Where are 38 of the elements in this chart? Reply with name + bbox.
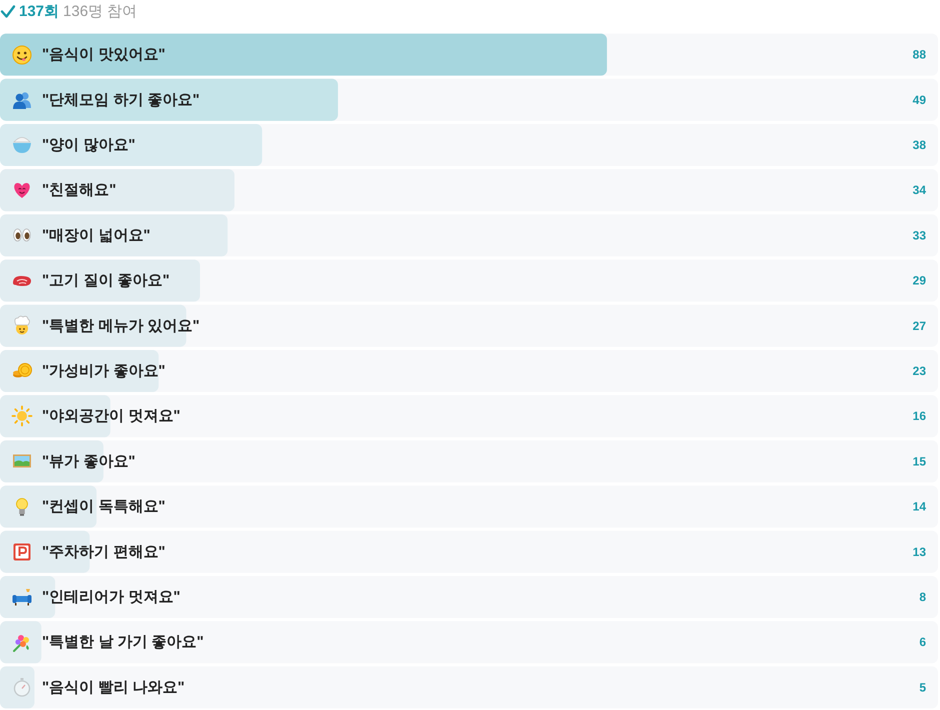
y-tick-label: "야외공간이 멋져요"	[42, 408, 180, 425]
data-label: 14	[912, 500, 926, 514]
y-tick-label: "가성비가 좋아요"	[42, 362, 166, 380]
bar	[0, 666, 34, 708]
data-label: 88	[912, 48, 926, 62]
data-label: 16	[912, 409, 926, 424]
data-label: 38	[912, 138, 926, 152]
bar	[0, 486, 97, 528]
data-label: 23	[912, 364, 926, 378]
y-tick-label: "주차하기 편해요"	[42, 543, 166, 560]
y-tick-label: "인테리어가 멋져요"	[42, 588, 180, 606]
data-label: 5	[919, 680, 926, 694]
y-tick-label: "특별한 날 가기 좋아요"	[42, 634, 204, 651]
y-tick-label: "단체모임 하기 좋아요"	[42, 91, 200, 108]
y-tick-label: "뷰가 좋아요"	[42, 452, 136, 470]
y-tick-label: "양이 많아요"	[42, 136, 136, 154]
y-tick-label: "음식이 맛있어요"	[42, 46, 166, 64]
data-label: 29	[912, 274, 926, 288]
y-tick-label: "컨셉이 독특해요"	[42, 498, 166, 516]
chart-subtitle: 136명 참여	[63, 3, 138, 20]
y-tick-label: "매장이 넓어요"	[42, 226, 150, 244]
data-label: 8	[919, 590, 926, 604]
data-label: 15	[912, 454, 926, 468]
bar	[0, 214, 228, 256]
data-label: 27	[912, 318, 926, 333]
data-label: 49	[912, 92, 926, 107]
chart-title: 137회	[19, 3, 60, 20]
y-tick-label: "음식이 빨리 나와요"	[42, 678, 185, 696]
bar	[0, 621, 42, 664]
data-label: 6	[919, 635, 926, 650]
y-tick-label: "특별한 메뉴가 있어요"	[42, 317, 200, 334]
y-tick-label: "친절해요"	[42, 182, 116, 199]
y-tick-label: "고기 질이 좋아요"	[42, 272, 170, 290]
bar	[0, 169, 234, 212]
data-label: 33	[912, 228, 926, 242]
data-label: 13	[912, 544, 926, 559]
data-label: 34	[912, 183, 926, 198]
bar	[0, 260, 200, 302]
